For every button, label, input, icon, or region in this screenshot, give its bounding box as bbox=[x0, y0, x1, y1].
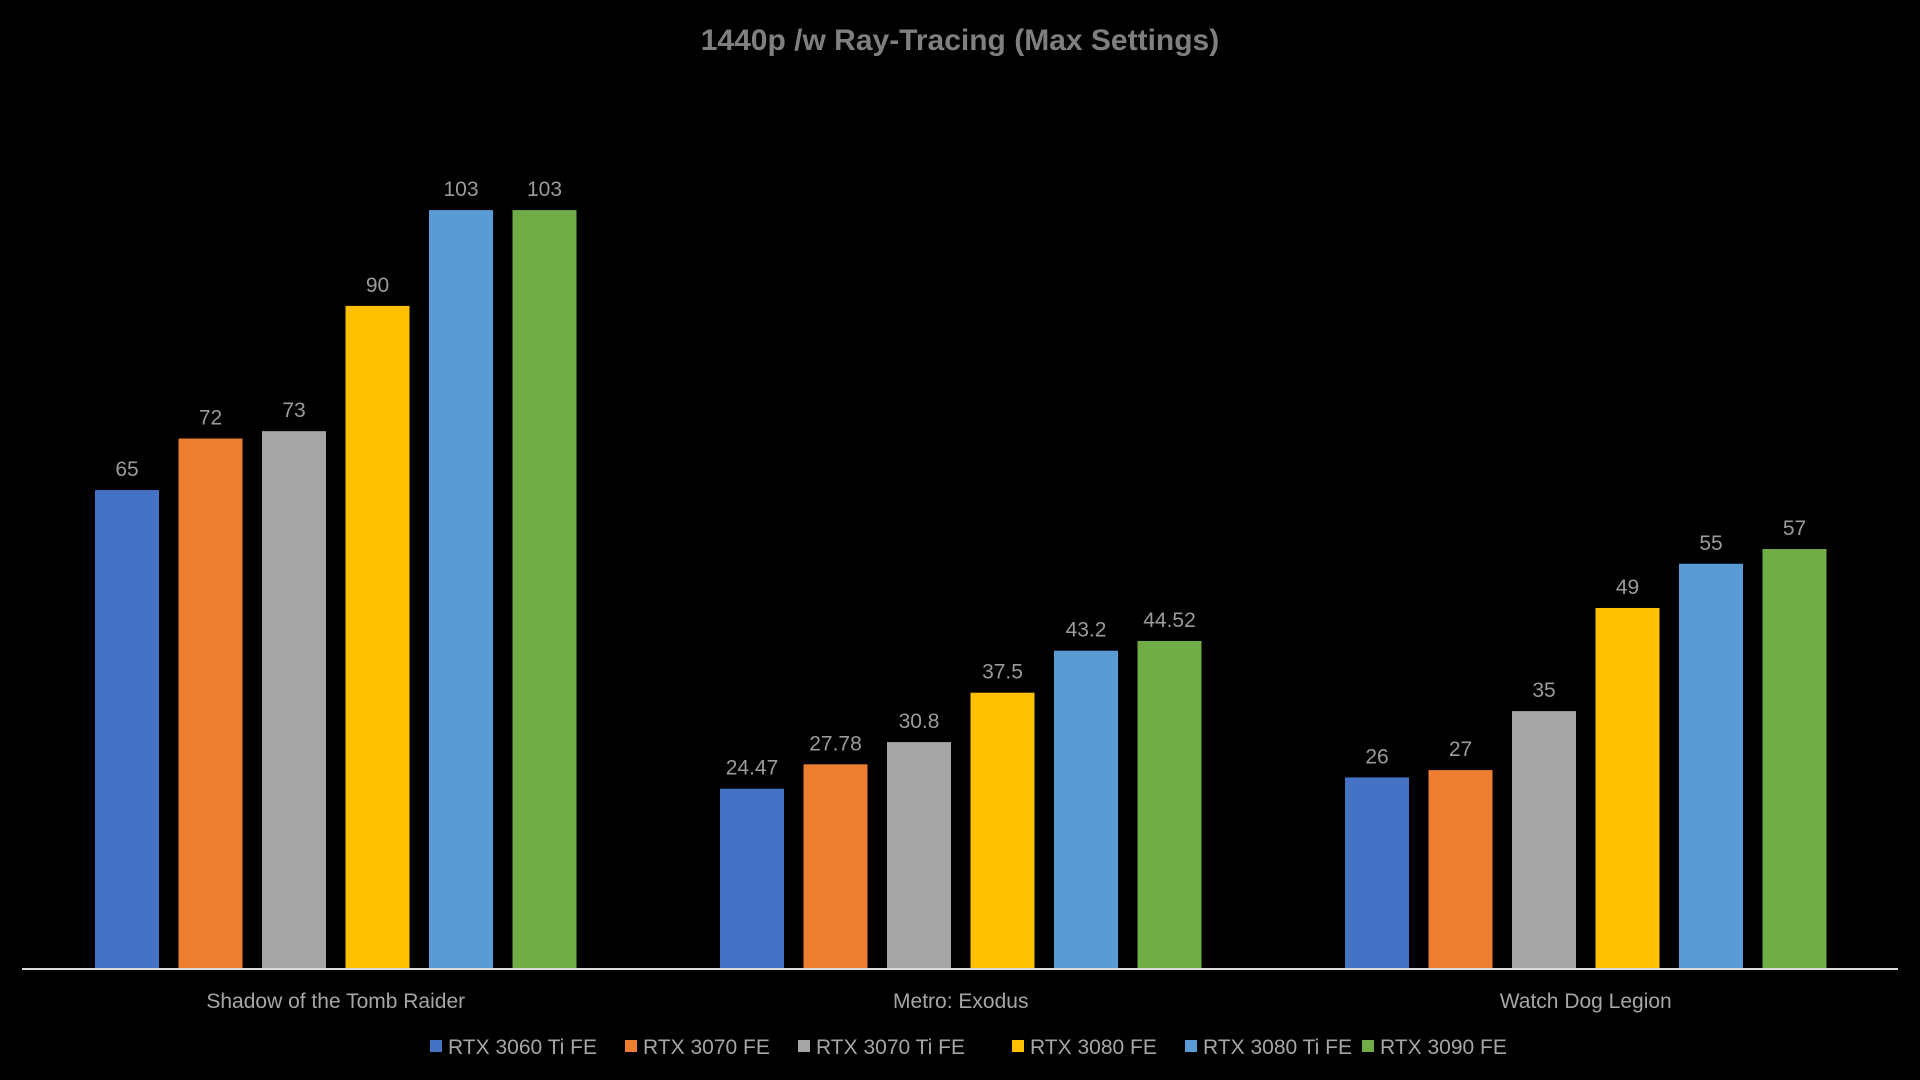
bar-2-1 bbox=[1428, 770, 1493, 969]
legend-swatch-2 bbox=[798, 1040, 810, 1052]
data-label-2-1: 27 bbox=[1449, 738, 1472, 761]
chart-title: 1440p /w Ray-Tracing (Max Settings) bbox=[701, 24, 1219, 57]
data-label-1-0: 24.47 bbox=[726, 757, 779, 780]
data-label-2-5: 57 bbox=[1783, 517, 1806, 540]
category-label-1: Metro: Exodus bbox=[893, 990, 1028, 1013]
data-label-2-2: 35 bbox=[1532, 679, 1555, 702]
bar-1-4 bbox=[1054, 650, 1118, 969]
bar-0-3 bbox=[345, 305, 410, 969]
data-label-0-0: 65 bbox=[115, 458, 138, 481]
data-label-0-4: 103 bbox=[443, 178, 478, 201]
data-label-2-4: 55 bbox=[1699, 532, 1722, 555]
legend-swatch-0 bbox=[430, 1040, 442, 1052]
data-labels-group: 65 72 73 90 103 103 24.47 27.78 30.8 37.5 43.2 44.5… bbox=[115, 178, 1806, 780]
bar-0-4 bbox=[429, 210, 493, 969]
data-label-2-0: 26 bbox=[1365, 745, 1388, 768]
data-label-0-2: 73 bbox=[282, 399, 305, 422]
category-label-0: Shadow of the Tomb Raider bbox=[206, 990, 465, 1013]
bar-0-5 bbox=[512, 210, 577, 969]
data-label-0-3: 90 bbox=[366, 274, 389, 297]
bar-2-0 bbox=[1345, 777, 1409, 969]
legend-swatch-4 bbox=[1185, 1040, 1197, 1052]
data-label-1-3: 37.5 bbox=[982, 661, 1023, 684]
data-label-1-4: 43.2 bbox=[1066, 619, 1107, 642]
bar-1-3 bbox=[970, 692, 1035, 969]
legend-label-4: RTX 3080 Ti FE bbox=[1203, 1036, 1352, 1059]
legend-swatch-5 bbox=[1362, 1040, 1374, 1052]
legend-swatch-3 bbox=[1012, 1040, 1024, 1052]
category-labels-group: Shadow of the Tomb Raider Metro: Exodus Wa… bbox=[206, 990, 1671, 1013]
data-label-2-3: 49 bbox=[1616, 576, 1639, 599]
bar-1-5 bbox=[1137, 640, 1202, 969]
data-label-1-1: 27.78 bbox=[809, 732, 862, 755]
category-label-2: Watch Dog Legion bbox=[1500, 990, 1672, 1013]
bar-0-1 bbox=[178, 438, 243, 969]
legend-label-3: RTX 3080 FE bbox=[1030, 1036, 1157, 1059]
bar-2-3 bbox=[1595, 607, 1660, 969]
data-label-1-5: 44.52 bbox=[1143, 609, 1196, 632]
legend: RTX 3060 Ti FE RTX 3070 FE RTX 3070 Ti FE R… bbox=[430, 1036, 1507, 1059]
data-label-0-1: 72 bbox=[199, 407, 222, 430]
data-label-0-5: 103 bbox=[527, 178, 562, 201]
data-label-1-2: 30.8 bbox=[899, 710, 940, 733]
legend-label-0: RTX 3060 Ti FE bbox=[448, 1036, 597, 1059]
legend-label-1: RTX 3070 FE bbox=[643, 1036, 770, 1059]
bar-2-4 bbox=[1679, 563, 1743, 969]
legend-label-5: RTX 3090 FE bbox=[1380, 1036, 1507, 1059]
bar-1-1 bbox=[803, 764, 868, 969]
legend-swatch-1 bbox=[625, 1040, 637, 1052]
bar-0-2 bbox=[262, 431, 326, 969]
bar-2-5 bbox=[1762, 549, 1827, 969]
bars-group bbox=[95, 210, 1827, 969]
legend-label-2: RTX 3070 Ti FE bbox=[816, 1036, 965, 1059]
bar-0-0 bbox=[95, 490, 159, 969]
bar-2-2 bbox=[1512, 711, 1576, 969]
bar-1-2 bbox=[887, 742, 951, 969]
bar-1-0 bbox=[720, 788, 784, 969]
